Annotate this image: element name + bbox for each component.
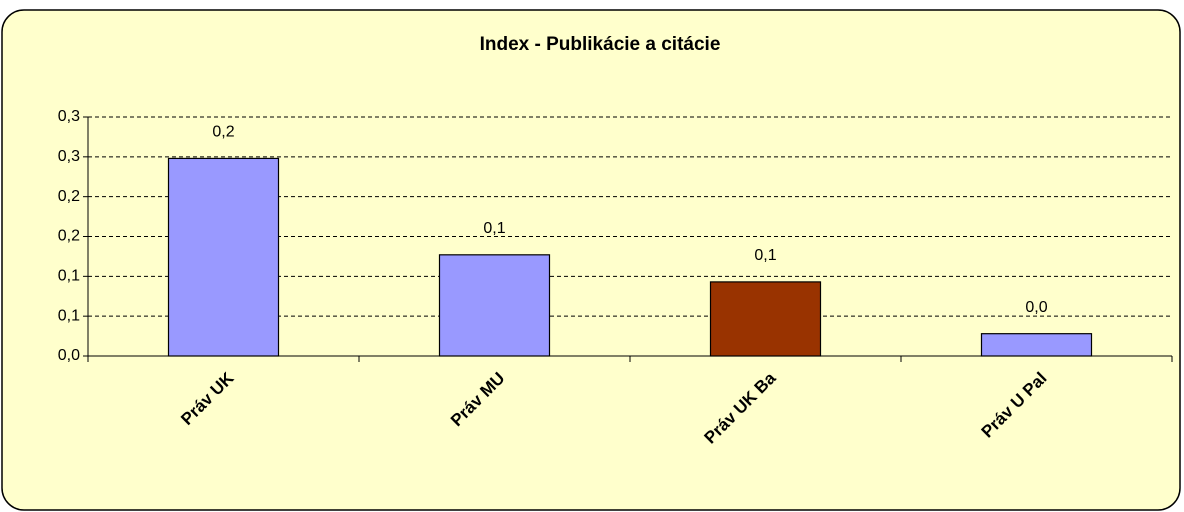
y-tick-label: 0,2 (58, 188, 80, 205)
value-label: 0,0 (1025, 299, 1047, 316)
bar (980, 333, 1093, 357)
chart-title: Index - Publikácie a citácie (480, 34, 721, 55)
y-tick-label: 0,1 (58, 307, 80, 324)
y-tick-label: 0,0 (58, 347, 80, 364)
y-tick-label: 0,1 (58, 268, 80, 285)
bar (709, 281, 822, 357)
value-label: 0,1 (754, 247, 776, 264)
y-tick-label: 0,2 (58, 228, 80, 245)
bar (438, 254, 551, 357)
value-label: 0,1 (483, 220, 505, 237)
value-label: 0,2 (212, 124, 234, 141)
y-tick-label: 0,3 (58, 148, 80, 165)
chart-background (1, 9, 1181, 511)
bar (167, 157, 280, 357)
y-tick-label: 0,3 (58, 108, 80, 125)
